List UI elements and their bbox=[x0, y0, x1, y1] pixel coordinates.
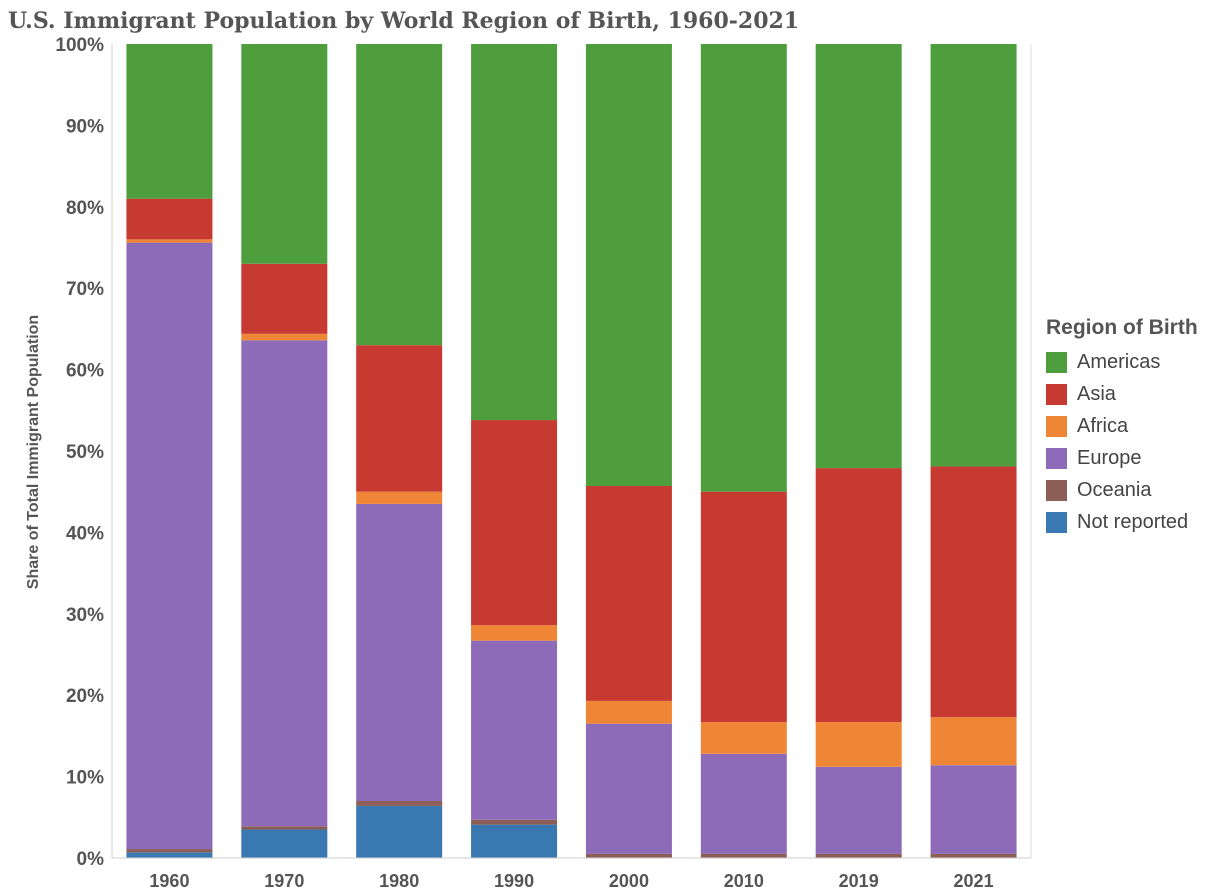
legend-item-americas[interactable]: Americas bbox=[1046, 346, 1198, 378]
bar-segment-asia-1980 bbox=[356, 345, 443, 492]
y-tick-label: 80% bbox=[66, 198, 104, 219]
legend-label: Asia bbox=[1077, 382, 1116, 405]
bar-segment-americas-1980 bbox=[356, 44, 443, 346]
legend-items: Americas Asia Africa Europe Oceania Not repor… bbox=[1046, 346, 1198, 538]
legend-swatch bbox=[1046, 479, 1067, 501]
bar-segment-asia-2010 bbox=[700, 491, 787, 723]
y-tick-label: 30% bbox=[66, 605, 104, 626]
bar-segment-africa-1960 bbox=[126, 239, 213, 243]
x-tick-labels: 1960 1970 1980 1990 2000 2010 2019 2021 bbox=[149, 871, 993, 889]
legend-item-oceania[interactable]: Oceania bbox=[1046, 474, 1198, 506]
bar-segment-europe-1960 bbox=[126, 242, 213, 850]
bar-segment-africa-2021 bbox=[930, 717, 1017, 766]
legend-swatch bbox=[1046, 447, 1067, 469]
legend-item-not-reported[interactable]: Not reported bbox=[1046, 506, 1198, 538]
bar-segment-asia-1990 bbox=[471, 420, 558, 626]
y-tick-label: 100% bbox=[55, 35, 104, 56]
bar-segment-asia-2019 bbox=[815, 468, 902, 723]
x-tick-label: 2000 bbox=[609, 871, 649, 889]
bar-segment-americas-2000 bbox=[585, 44, 672, 487]
legend-swatch bbox=[1046, 415, 1067, 437]
legend-label: Oceania bbox=[1077, 478, 1152, 501]
bar-segment-not-reported-1980 bbox=[356, 805, 443, 858]
bar-segment-oceania-1960 bbox=[126, 849, 213, 853]
bar-segment-asia-1970 bbox=[241, 263, 328, 334]
y-tick-labels: 0% 10% 20% 30% 40% 50% 60% 70% 80% 90% 100% bbox=[55, 35, 104, 870]
x-tick-label: 2021 bbox=[954, 871, 994, 889]
bar-segment-europe-2000 bbox=[585, 723, 672, 854]
bar-segment-africa-2000 bbox=[585, 700, 672, 724]
legend-label: Africa bbox=[1077, 414, 1129, 437]
legend-swatch bbox=[1046, 383, 1067, 405]
y-tick-label: 60% bbox=[66, 361, 104, 382]
legend-item-africa[interactable]: Africa bbox=[1046, 410, 1198, 442]
bar-segment-oceania-1990 bbox=[471, 819, 558, 825]
bar-segment-africa-1980 bbox=[356, 491, 443, 504]
x-tick-label: 1990 bbox=[494, 871, 534, 889]
y-tick-label: 50% bbox=[66, 442, 104, 463]
bar-segment-oceania-1970 bbox=[241, 826, 328, 830]
bar-segment-americas-1960 bbox=[126, 44, 213, 199]
bar-segment-africa-2010 bbox=[700, 722, 787, 754]
legend-label: Americas bbox=[1077, 350, 1161, 373]
bar-segment-europe-1980 bbox=[356, 503, 443, 802]
legend: Region of Birth Americas Asia Africa Europe… bbox=[1046, 316, 1198, 538]
bar-segment-americas-1970 bbox=[241, 44, 328, 264]
legend-title: Region of Birth bbox=[1046, 316, 1198, 339]
legend-swatch bbox=[1046, 511, 1067, 533]
bar-segment-africa-2019 bbox=[815, 722, 902, 767]
legend-label: Europe bbox=[1077, 446, 1142, 469]
bar-segment-asia-2021 bbox=[930, 466, 1017, 718]
bar-segment-americas-2021 bbox=[930, 44, 1017, 467]
chart-title: U.S. Immigrant Population by World Regio… bbox=[8, 8, 800, 34]
bar-segment-asia-1960 bbox=[126, 198, 213, 240]
bar-segment-asia-2000 bbox=[585, 486, 672, 701]
y-tick-label: 70% bbox=[66, 279, 104, 300]
y-tick-label: 40% bbox=[66, 523, 104, 544]
bar-segment-oceania-1980 bbox=[356, 801, 443, 806]
x-tick-label: 1980 bbox=[379, 871, 419, 889]
x-tick-label: 1960 bbox=[149, 871, 189, 889]
bar-segment-europe-2019 bbox=[815, 766, 902, 854]
bars-group bbox=[126, 44, 1017, 858]
x-tick-label: 1970 bbox=[264, 871, 304, 889]
y-tick-label: 90% bbox=[66, 116, 104, 137]
legend-item-europe[interactable]: Europe bbox=[1046, 442, 1198, 474]
bar-segment-not-reported-1970 bbox=[241, 829, 328, 858]
bar-segment-europe-1990 bbox=[471, 640, 558, 820]
bar-segment-americas-2010 bbox=[700, 44, 787, 492]
bar-segment-europe-1970 bbox=[241, 340, 328, 827]
bar-segment-americas-1990 bbox=[471, 44, 558, 421]
legend-label: Not reported bbox=[1077, 510, 1189, 533]
y-axis-label: Share of Total Immigrant Population bbox=[25, 315, 42, 589]
bar-segment-oceania-2019 bbox=[815, 853, 902, 858]
legend-swatch bbox=[1046, 351, 1067, 373]
bar-segment-not-reported-1960 bbox=[126, 852, 213, 858]
y-tick-label: 0% bbox=[77, 849, 105, 870]
bar-segment-oceania-2000 bbox=[585, 853, 672, 858]
bar-segment-europe-2010 bbox=[700, 753, 787, 854]
bar-segment-africa-1970 bbox=[241, 333, 328, 341]
bar-segment-oceania-2010 bbox=[700, 853, 787, 858]
bar-segment-oceania-2021 bbox=[930, 853, 1017, 858]
y-tick-label: 10% bbox=[66, 768, 104, 789]
bar-segment-europe-2021 bbox=[930, 765, 1017, 854]
x-tick-label: 2010 bbox=[724, 871, 764, 889]
bar-segment-americas-2019 bbox=[815, 44, 902, 469]
legend-item-asia[interactable]: Asia bbox=[1046, 378, 1198, 410]
x-tick-label: 2019 bbox=[839, 871, 879, 889]
bar-segment-not-reported-1990 bbox=[471, 824, 558, 858]
y-tick-label: 20% bbox=[66, 686, 104, 707]
bar-segment-africa-1990 bbox=[471, 625, 558, 641]
